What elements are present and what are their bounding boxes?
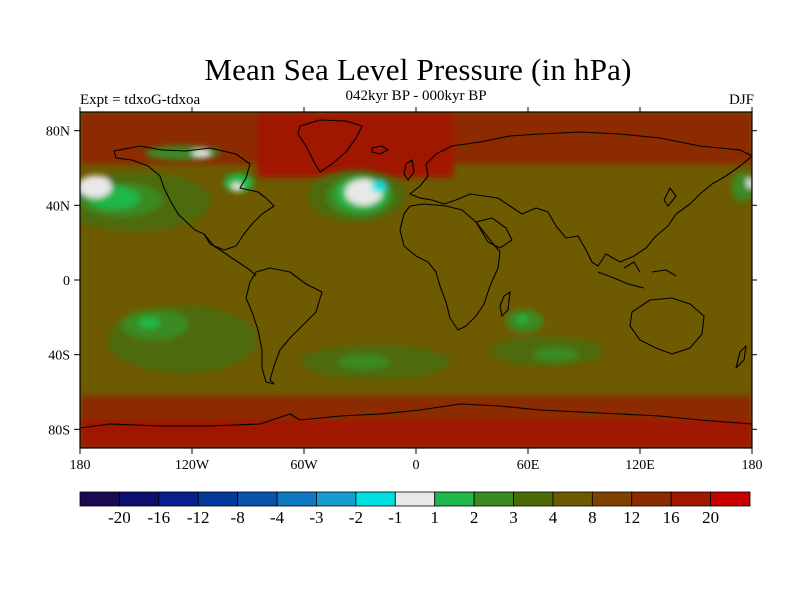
coast-madagascar [499,291,511,317]
coast-greenland [297,119,363,173]
colorbar-swatch [119,491,160,507]
colorbar-swatch [670,491,711,507]
colorbar-label: 2 [470,508,479,527]
colorbar-swatch [276,491,317,507]
time-range-label: 042kyr BP - 000kyr BP [345,88,487,104]
colorbar-swatch [434,491,475,507]
colorbar-swatch [355,491,396,507]
colorbar-label: 12 [623,508,640,527]
y-tick-label: 40S [48,349,70,364]
colorbar-label: 1 [430,508,439,527]
x-tick-label: 120W [175,458,210,473]
colorbar-label: -20 [108,508,131,527]
coast-indonesia [597,261,677,289]
anomaly-n-pacific-white [80,175,112,198]
anomaly-indian-core [533,347,579,363]
colorbar-swatch [316,491,357,507]
anomaly-s-pacific-core [137,317,161,329]
x-tick-label: 0 [413,458,420,473]
colorbar-label: -4 [270,508,285,527]
coast-south-america [245,267,323,385]
anomaly-w-pacific-green [731,171,752,202]
y-axis: 80N 40N 0 40S 80S [46,125,757,438]
x-axis: 180 120W 60W 0 60E 120E 180 [70,107,763,473]
colorbar: -20 -16 -12 -8 -4 -3 -2 -1 1 2 3 4 8 12 16 20 [79,491,751,527]
colorbar-label: -3 [309,508,323,527]
y-tick-label: 0 [63,274,70,289]
coast-iceland [371,145,389,155]
colorbar-label: -8 [231,508,245,527]
colorbar-label: -1 [388,508,402,527]
coast-australia [629,297,705,355]
y-tick-label: 80S [48,423,70,438]
colorbar-label: 8 [588,508,597,527]
colorbar-label: -2 [349,508,363,527]
coast-new-zealand [735,345,747,369]
anomaly-hudson-white [231,182,243,191]
colorbar-swatch [552,491,593,507]
x-tick-label: 120E [625,458,655,473]
y-tick-label: 40N [46,199,70,214]
experiment-label: Expt = tdxoG-tdxoa [80,92,201,108]
field-band-south-polar [80,420,752,448]
coast-antarctica [80,403,752,429]
coast-north-america [113,145,275,251]
anomaly-w-pacific-white [746,177,752,189]
coast-eurasia [409,131,752,267]
coast-africa [399,203,501,331]
colorbar-label: -16 [147,508,170,527]
colorbar-swatch [394,491,436,507]
colorbar-swatch [513,491,554,507]
colorbar-swatch [631,491,672,507]
colorbar-label: 16 [663,508,680,527]
colorbar-swatch [591,491,633,507]
colorbar-label: 20 [702,508,719,527]
season-label: DJF [728,92,754,108]
anomaly-n-atlantic-cyan [371,181,387,193]
x-tick-label: 180 [70,458,91,473]
anomaly-arctic-white [192,149,211,157]
colorbar-label: 4 [549,508,558,527]
colorbar-label: 3 [509,508,518,527]
x-tick-label: 60W [290,458,318,473]
coast-britain [403,159,415,181]
colorbar-label: -12 [187,508,210,527]
coast-japan [663,187,677,207]
coast-central-america [203,233,257,277]
colorbar-swatch [710,491,751,507]
coastlines [80,119,752,429]
field-band-south-sub [80,395,752,420]
x-tick-label: 180 [742,458,763,473]
anomaly-madagascar-core [516,315,529,323]
colorbar-swatch [237,491,278,507]
y-tick-label: 80N [46,125,70,140]
pressure-field [80,112,752,448]
colorbar-swatch [79,491,120,507]
field-greenland-high [257,112,454,178]
colorbar-swatch [473,491,514,507]
anomaly-s-atlantic-core [337,354,390,370]
colorbar-swatch [158,491,199,507]
x-tick-label: 60E [517,458,540,473]
colorbar-swatch [197,491,239,507]
page-title: Mean Sea Level Pressure (in hPa) [204,52,632,87]
coast-arabia [475,217,513,249]
